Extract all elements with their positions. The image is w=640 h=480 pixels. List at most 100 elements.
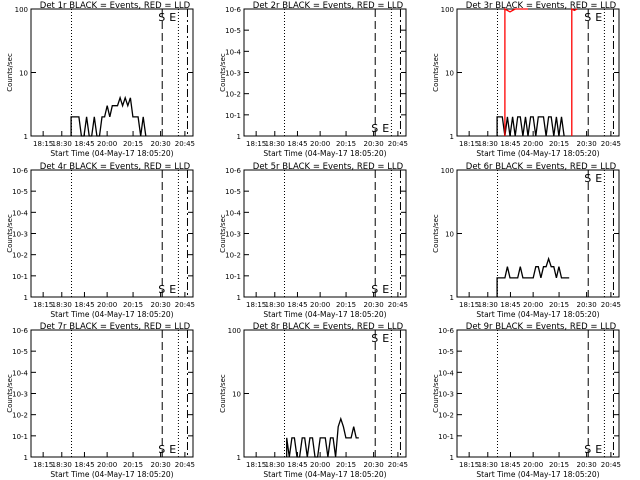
chart-det-5r: Det 5r BLACK = Events, RED = LLD 1 10-1 10-… xyxy=(219,162,408,319)
x-axis-label: Start Time (04-May-17 18:05:20) xyxy=(476,149,599,158)
y-tick-label: 10-1 xyxy=(225,112,241,120)
y-tick-label: 10 xyxy=(445,231,454,239)
start-marker-label: S xyxy=(371,122,378,135)
series-line xyxy=(70,95,147,137)
x-tick-label: 20:15 xyxy=(336,301,356,309)
x-axis-label: Start Time (04-May-17 18:05:20) xyxy=(50,149,173,158)
end-marker-label: E xyxy=(382,122,389,135)
y-tick-label: 1 xyxy=(450,454,454,462)
y-tick-label: 10-2 xyxy=(12,252,28,260)
y-tick-label: 10-6 xyxy=(12,167,28,175)
end-marker-label: E xyxy=(595,11,602,24)
chart-det-9r: Det 9r BLACK = Events, RED = LLD 1 10-1 10-… xyxy=(432,322,621,479)
chart-det-7r: Det 7r BLACK = Events, RED = LLD 1 10-1 10-… xyxy=(6,322,195,479)
y-axis-label: Counts/sec xyxy=(219,374,227,413)
y-tick-label: 1 xyxy=(24,454,28,462)
y-axis-label: Counts/sec xyxy=(6,374,14,413)
x-tick-label: 18:45 xyxy=(287,140,307,148)
y-tick-label: 100 xyxy=(228,327,241,335)
chart-title: Det 9r BLACK = Events, RED = LLD xyxy=(466,322,617,332)
y-tick-label: 10-3 xyxy=(225,231,241,239)
x-axis-label: Start Time (04-May-17 18:05:20) xyxy=(476,310,599,319)
chart-det-3r: Det 3r BLACK = Events, RED = LLD 1 10 100 18… xyxy=(432,1,621,158)
y-tick-label: 10-3 xyxy=(225,70,241,78)
x-tick-label: 18:45 xyxy=(500,301,520,309)
y-axis-label: Counts/sec xyxy=(432,53,440,92)
x-tick-label: 20:30 xyxy=(577,461,597,469)
chart-title: Det 8r BLACK = Events, RED = LLD xyxy=(253,322,404,332)
x-tick-label: 18:15 xyxy=(246,301,266,309)
x-axis-label: Start Time (04-May-17 18:05:20) xyxy=(50,470,173,479)
y-tick-label: 1 xyxy=(237,294,241,302)
chart-title: Det 1r BLACK = Events, RED = LLD xyxy=(40,1,191,11)
y-axis-label: Counts/sec xyxy=(219,53,227,92)
x-tick-label: 20:30 xyxy=(364,140,384,148)
y-tick-label: 10-1 xyxy=(225,273,241,281)
x-axis-label: Start Time (04-May-17 18:05:20) xyxy=(50,310,173,319)
chart-title: Det 4r BLACK = Events, RED = LLD xyxy=(40,162,191,172)
x-tick-label: 20:15 xyxy=(123,140,143,148)
x-tick-label: 18:45 xyxy=(74,140,94,148)
series-line xyxy=(286,416,359,458)
y-tick-label: 10-6 xyxy=(225,167,241,175)
x-tick-label: 20:30 xyxy=(364,461,384,469)
x-tick-label: 20:45 xyxy=(175,461,195,469)
y-tick-label: 10 xyxy=(445,70,454,78)
y-tick-label: 10-4 xyxy=(12,209,28,217)
x-tick-label: 20:00 xyxy=(310,301,330,309)
x-tick-label: 20:15 xyxy=(123,301,143,309)
x-tick-label: 20:00 xyxy=(97,140,117,148)
x-tick-label: 20:45 xyxy=(175,301,195,309)
x-tick-label: 18:30 xyxy=(478,140,498,148)
y-tick-label: 100 xyxy=(15,6,28,14)
end-marker-label: E xyxy=(595,172,602,185)
chart-det-4r: Det 4r BLACK = Events, RED = LLD 1 10-1 10-… xyxy=(6,162,195,319)
x-tick-label: 20:15 xyxy=(549,140,569,148)
series-line xyxy=(504,7,578,136)
y-tick-label: 1 xyxy=(237,133,241,141)
x-axis-label: Start Time (04-May-17 18:05:20) xyxy=(263,149,386,158)
y-tick-label: 10-4 xyxy=(225,209,241,217)
y-tick-label: 10-3 xyxy=(438,391,454,399)
end-marker-label: E xyxy=(169,443,176,456)
y-axis-label: Counts/sec xyxy=(432,374,440,413)
y-axis-label: Counts/sec xyxy=(6,214,14,253)
x-tick-label: 20:45 xyxy=(175,140,195,148)
y-tick-label: 10-6 xyxy=(438,327,454,335)
x-tick-label: 18:15 xyxy=(33,461,53,469)
y-tick-label: 10-3 xyxy=(12,231,28,239)
start-marker-label: S xyxy=(584,172,591,185)
x-tick-label: 20:00 xyxy=(310,461,330,469)
y-tick-label: 10-5 xyxy=(225,188,241,196)
start-marker-label: S xyxy=(584,443,591,456)
x-tick-label: 20:45 xyxy=(601,461,621,469)
x-tick-label: 18:30 xyxy=(52,461,72,469)
x-tick-label: 18:15 xyxy=(459,461,479,469)
x-tick-label: 20:15 xyxy=(336,461,356,469)
plot-frame xyxy=(30,169,194,298)
x-tick-label: 20:45 xyxy=(388,461,408,469)
x-tick-label: 20:15 xyxy=(549,461,569,469)
x-axis-label: Start Time (04-May-17 18:05:20) xyxy=(263,470,386,479)
x-tick-label: 20:30 xyxy=(151,461,171,469)
y-tick-label: 10-4 xyxy=(438,369,454,377)
chart-det-1r: Det 1r BLACK = Events, RED = LLD 1 10 100 18… xyxy=(6,1,195,158)
end-marker-label: E xyxy=(169,283,176,296)
x-tick-label: 18:45 xyxy=(287,301,307,309)
x-axis-label: Start Time (04-May-17 18:05:20) xyxy=(263,310,386,319)
plot-frame xyxy=(243,169,407,298)
x-tick-label: 20:45 xyxy=(601,301,621,309)
y-tick-label: 100 xyxy=(441,167,454,175)
end-marker-label: E xyxy=(169,11,176,24)
x-tick-label: 20:15 xyxy=(123,461,143,469)
x-tick-label: 18:45 xyxy=(500,140,520,148)
plot-frame xyxy=(30,329,194,458)
chart-title: Det 5r BLACK = Events, RED = LLD xyxy=(253,162,404,172)
x-tick-label: 20:30 xyxy=(577,140,597,148)
x-tick-label: 20:30 xyxy=(577,301,597,309)
chart-det-2r: Det 2r BLACK = Events, RED = LLD 1 10-1 10-… xyxy=(219,1,408,158)
y-tick-label: 10-2 xyxy=(12,412,28,420)
x-tick-label: 20:00 xyxy=(523,301,543,309)
y-tick-label: 10-2 xyxy=(225,91,241,99)
